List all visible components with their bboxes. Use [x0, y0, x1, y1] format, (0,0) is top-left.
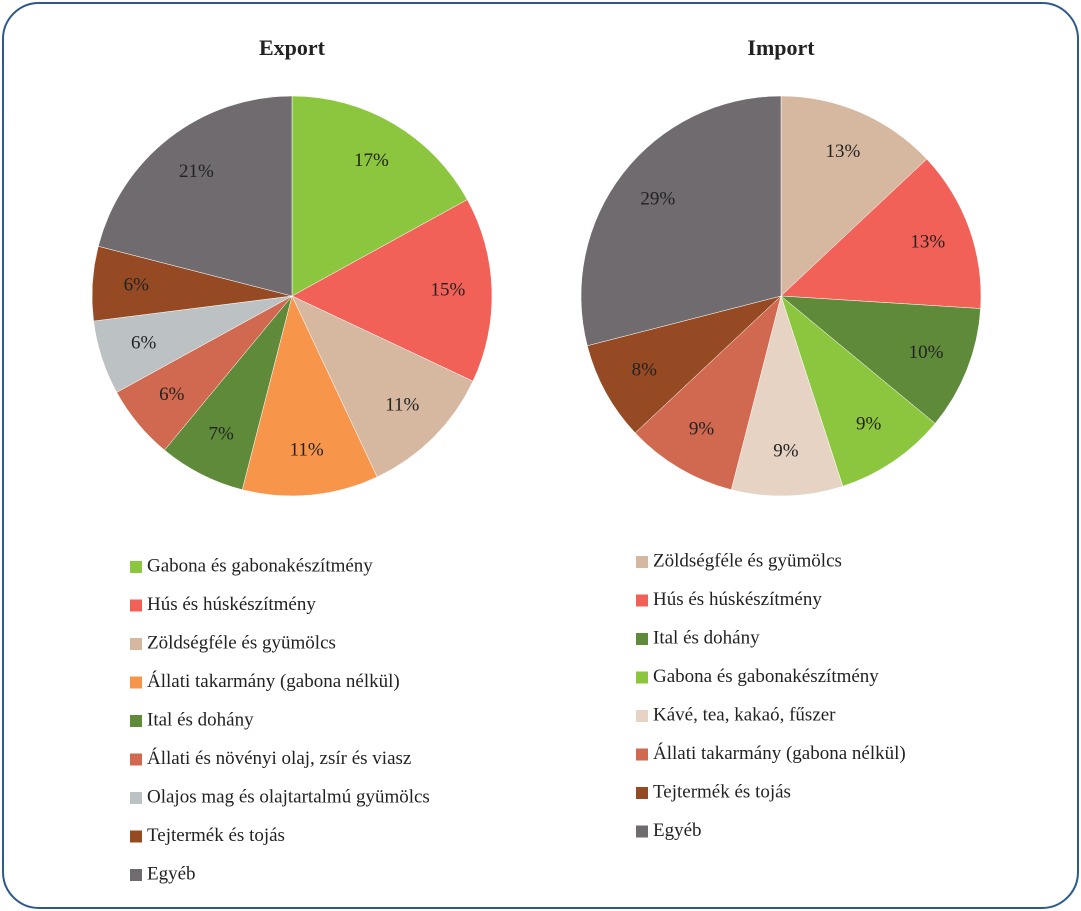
pie-slice [291, 199, 493, 382]
legend-label: Tejtermék és tojás [147, 825, 285, 846]
legend-label: Ital és dohány [147, 709, 254, 730]
pie-slice [780, 158, 982, 309]
legend-label: Olajos mag és olajtartalmú gyümölcs [147, 786, 430, 807]
data-label: 6% [159, 384, 185, 405]
data-label: 11% [385, 395, 419, 416]
data-label: 13% [910, 232, 945, 253]
data-label: 9% [773, 440, 799, 461]
data-label: 15% [431, 279, 466, 300]
legend-label: Egyéb [653, 820, 702, 841]
data-label: 9% [856, 413, 882, 434]
legend-swatch [130, 715, 142, 727]
legend-label: Gabona és gabonakészítmény [147, 555, 373, 576]
legend-label: Zöldségféle és gyümölcs [147, 632, 336, 653]
legend-swatch [130, 830, 142, 843]
data-label: 6% [124, 275, 150, 296]
pie-slice [580, 95, 782, 347]
legend-label: Hús és húskészítmény [653, 589, 822, 610]
chart-title: Import [747, 35, 815, 60]
legend-swatch [636, 710, 648, 722]
legend-swatch [636, 633, 648, 645]
legend-swatch [130, 869, 142, 881]
legend-swatch [636, 787, 648, 799]
pie-slice [780, 95, 928, 297]
legend-swatch [130, 599, 142, 612]
legend-label: Ital és dohány [653, 627, 760, 648]
data-label: 17% [354, 150, 389, 171]
legend-label: Tejtermék és tojás [653, 781, 791, 802]
pie-slice [241, 295, 378, 497]
legend-label: Gabona és gabonakészítmény [653, 666, 879, 687]
legend-label: Kávé, tea, kakaó, fűszer [653, 704, 836, 725]
data-label: 29% [640, 189, 675, 210]
data-label: 8% [632, 360, 658, 381]
data-label: 6% [131, 333, 157, 354]
pie-slice [730, 295, 844, 497]
legend-swatch [130, 792, 142, 804]
data-label: 10% [909, 342, 944, 363]
legend-label: Állati takarmány (gabona nélkül) [147, 670, 400, 692]
pie-slice [291, 295, 474, 478]
data-label: 13% [826, 141, 861, 162]
pie-slice [586, 295, 782, 434]
data-label: 21% [179, 161, 214, 182]
legend-label: Zöldségféle és gyümölcs [653, 550, 842, 571]
data-label: 7% [209, 423, 235, 444]
legend-label: Állati takarmány (gabona nélkül) [653, 742, 906, 764]
pie-slice [634, 295, 782, 491]
legend-swatch [130, 638, 142, 650]
pie-slice [97, 95, 293, 297]
data-label: 11% [290, 440, 324, 461]
legend-label: Hús és húskészítmény [147, 594, 316, 615]
legend-swatch [130, 676, 142, 689]
pie-slice [780, 295, 981, 424]
legend-swatch [130, 753, 142, 766]
legend-swatch [636, 748, 648, 761]
legend-label: Állati és növényi olaj, zsír és viasz [147, 747, 411, 769]
legend-swatch [636, 594, 648, 607]
pie-slice [780, 295, 936, 487]
legend-swatch [636, 671, 648, 684]
legend-swatch [636, 556, 648, 568]
chart-title: Export [259, 35, 326, 60]
legend-swatch [636, 825, 648, 838]
legend-swatch [130, 561, 142, 573]
pie-slice [291, 95, 468, 297]
legend-label: Egyéb [147, 863, 196, 884]
data-label: 9% [689, 419, 715, 440]
